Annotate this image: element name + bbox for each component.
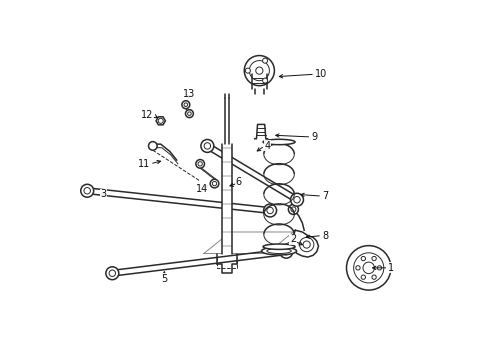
Circle shape (356, 266, 360, 270)
Circle shape (263, 58, 268, 63)
Circle shape (84, 188, 91, 194)
Circle shape (303, 241, 310, 248)
Circle shape (81, 184, 94, 197)
Circle shape (372, 256, 376, 261)
Circle shape (361, 256, 366, 261)
Text: 9: 9 (311, 132, 318, 142)
Circle shape (186, 110, 194, 118)
Circle shape (245, 68, 250, 73)
Polygon shape (156, 117, 166, 125)
Circle shape (264, 204, 276, 217)
Circle shape (291, 207, 296, 212)
Circle shape (184, 103, 188, 107)
Circle shape (267, 207, 273, 214)
Text: 3: 3 (101, 189, 107, 199)
Circle shape (280, 245, 293, 258)
Circle shape (299, 237, 314, 252)
Circle shape (245, 55, 274, 86)
Circle shape (249, 60, 270, 81)
Circle shape (106, 267, 119, 280)
Bar (221, 144, 232, 253)
Ellipse shape (263, 139, 295, 145)
Text: 1: 1 (389, 263, 394, 273)
Circle shape (377, 266, 382, 270)
Circle shape (148, 141, 157, 150)
Circle shape (256, 67, 263, 74)
Text: 10: 10 (315, 69, 327, 79)
Circle shape (212, 181, 217, 186)
Circle shape (210, 179, 219, 188)
Circle shape (158, 118, 163, 123)
Circle shape (204, 143, 211, 149)
Circle shape (346, 246, 391, 290)
Circle shape (109, 270, 116, 276)
Circle shape (283, 248, 290, 255)
Circle shape (291, 193, 303, 206)
Circle shape (182, 101, 190, 109)
Text: 2: 2 (290, 234, 296, 244)
Text: 5: 5 (161, 274, 168, 284)
Circle shape (361, 275, 366, 279)
Ellipse shape (263, 244, 295, 249)
Circle shape (196, 159, 204, 168)
Text: 11: 11 (138, 159, 150, 169)
Text: 7: 7 (322, 191, 328, 201)
Circle shape (372, 275, 376, 279)
Bar (252, 71, 267, 89)
Circle shape (263, 78, 268, 83)
Text: 13: 13 (183, 89, 196, 99)
Circle shape (289, 204, 298, 215)
Text: 6: 6 (235, 177, 242, 187)
Circle shape (201, 139, 214, 152)
Text: 14: 14 (196, 184, 208, 194)
Circle shape (294, 197, 300, 203)
Circle shape (198, 162, 202, 166)
Ellipse shape (267, 248, 291, 253)
Ellipse shape (262, 247, 296, 255)
Circle shape (354, 253, 384, 283)
Circle shape (363, 262, 374, 274)
Text: 12: 12 (141, 111, 153, 121)
Circle shape (188, 112, 191, 116)
Text: 8: 8 (322, 231, 328, 240)
Text: 4: 4 (265, 141, 271, 151)
